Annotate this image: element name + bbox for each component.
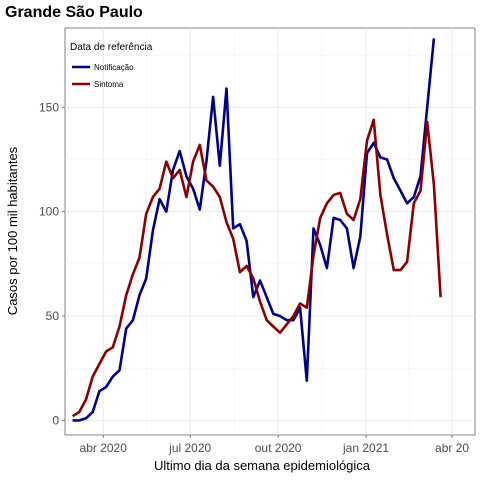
legend: Data de referência Notificação Sintoma: [70, 42, 153, 89]
series-line-notificacao: [72, 38, 436, 422]
y-tick-label: 150: [39, 100, 59, 114]
x-tick-label: jul 2020: [168, 441, 211, 455]
legend-label-notificacao: Notificação: [94, 63, 134, 72]
series-lines: [71, 38, 442, 422]
x-tick-label: jan 2021: [342, 441, 389, 455]
plot-panel: [64, 27, 476, 436]
y-axis-ticks: 0 50 100 150: [39, 100, 65, 427]
x-axis-ticks: abr 2020 jul 2020 out 2020 jan 2021 abr 20: [80, 435, 469, 455]
legend-title: Data de referência: [70, 42, 153, 53]
y-tick-label: 0: [52, 413, 59, 427]
x-tick-label: out 2020: [255, 441, 302, 455]
grid: [65, 28, 475, 435]
y-tick-label: 100: [39, 205, 59, 219]
legend-label-sintoma: Sintoma: [94, 80, 124, 89]
chart-title: Grande São Paulo: [5, 4, 143, 21]
x-tick-label: abr 20: [435, 441, 469, 455]
x-tick-label: abr 2020: [80, 441, 128, 455]
y-tick-label: 50: [46, 309, 60, 323]
x-axis-title: Ultimo dia da semana epidemiológica: [154, 458, 371, 473]
series-line-sintoma: [71, 118, 442, 418]
y-axis-title: Casos por 100 mil habitantes: [5, 146, 20, 315]
